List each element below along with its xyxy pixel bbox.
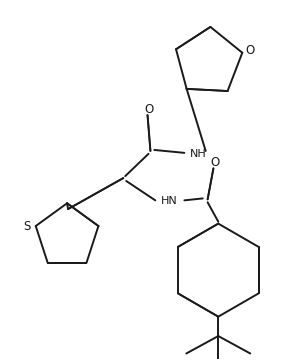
Text: HN: HN (160, 196, 177, 206)
Text: S: S (23, 220, 31, 233)
Text: NH: NH (189, 149, 206, 159)
Text: O: O (245, 44, 255, 57)
Text: O: O (145, 103, 154, 116)
Text: O: O (211, 156, 220, 169)
